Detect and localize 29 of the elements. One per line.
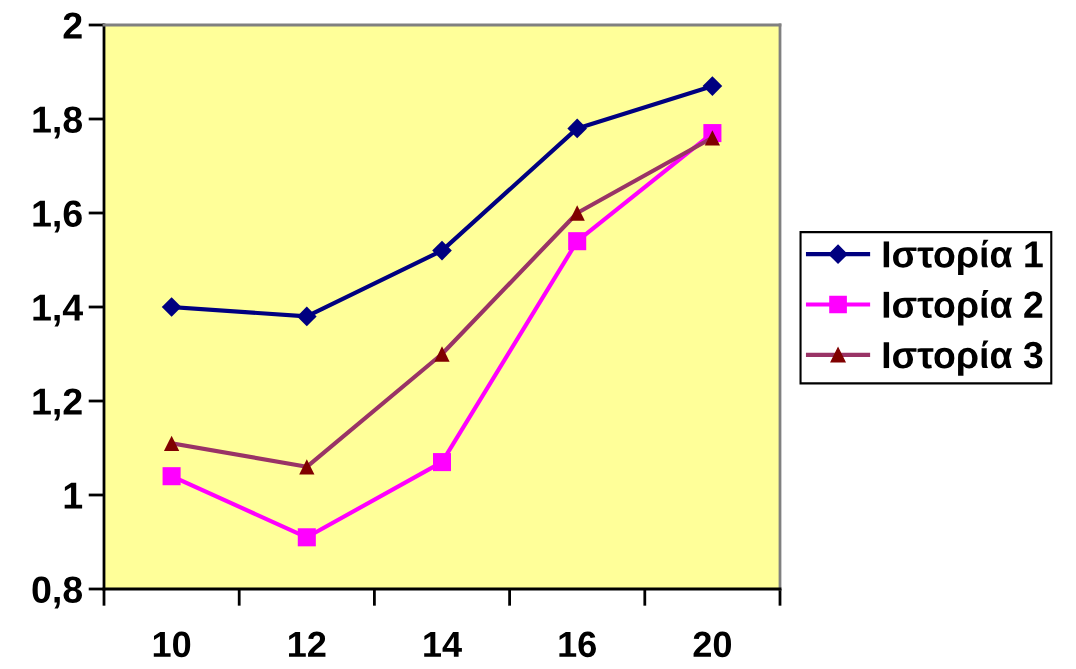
point [297, 528, 316, 547]
point [569, 205, 585, 221]
point [567, 118, 588, 139]
y-tick-label: 1,8 [33, 106, 83, 139]
point [432, 240, 452, 261]
point [163, 435, 180, 451]
point [704, 130, 721, 146]
legend-label: Ιστορία 1 [883, 239, 1043, 276]
point [432, 453, 452, 472]
x-tick-label: 14 [424, 631, 462, 657]
y-tick-label: 1 [64, 482, 83, 509]
y-tick-label: 1,2 [33, 388, 82, 421]
y-tick-label: 0,8 [32, 576, 83, 609]
x-tick-label: 12 [288, 631, 326, 657]
point [702, 76, 723, 96]
x-tick-label: 20 [693, 631, 732, 658]
point [299, 459, 315, 475]
y-tick-label: 1,6 [33, 200, 82, 233]
y-tick-label: 2 [63, 12, 82, 39]
legend-label: Ιστορία 2 [883, 290, 1043, 326]
point [161, 297, 182, 317]
x-tick-label: 16 [559, 631, 596, 658]
point [434, 346, 450, 362]
point [296, 306, 317, 327]
legend-label: Ιστορία 3 [883, 340, 1043, 376]
point [162, 467, 181, 486]
point [568, 232, 587, 251]
y-tick-label: 1,4 [33, 294, 83, 327]
x-tick-label: 10 [153, 631, 191, 658]
